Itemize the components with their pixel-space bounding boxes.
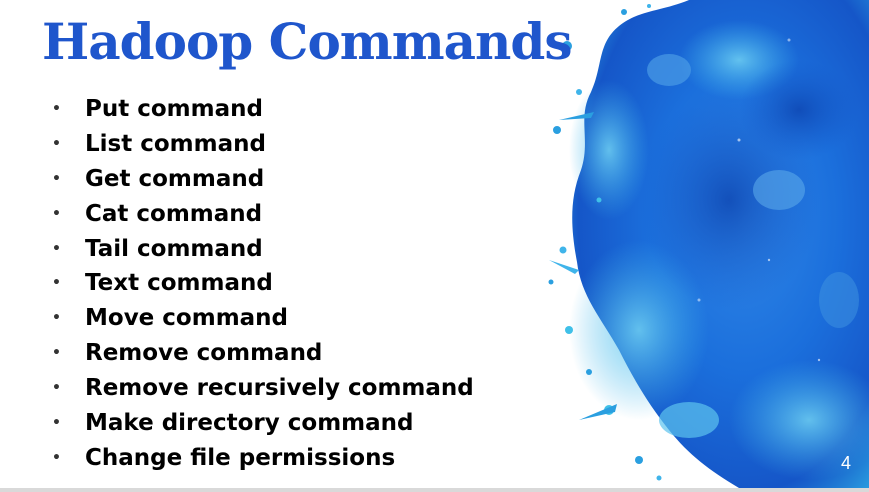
bullet-icon: • xyxy=(52,170,61,187)
watercolor-splash-decoration xyxy=(548,0,869,488)
list-item-text: Put command xyxy=(85,96,263,122)
bullet-icon: • xyxy=(52,101,61,117)
list-item-text: Remove recursively command xyxy=(85,375,474,402)
list-item: • List command xyxy=(52,127,474,162)
list-item-text: Move command xyxy=(85,305,289,332)
list-item-text: Remove command xyxy=(85,340,323,367)
list-item-text: List command xyxy=(85,130,266,157)
list-item-text: Get command xyxy=(85,165,265,192)
list-item: • Put command xyxy=(52,92,474,127)
bullet-icon: • xyxy=(52,449,61,466)
bullet-icon: • xyxy=(52,380,61,397)
list-item-text: Tail command xyxy=(85,235,263,262)
list-item: • Change file permissions xyxy=(52,441,474,476)
list-item: • Remove recursively command xyxy=(52,371,474,406)
list-item-text: Cat command xyxy=(85,200,263,227)
bullet-icon: • xyxy=(52,135,61,152)
list-item: • Remove command xyxy=(52,336,474,371)
bullet-icon: • xyxy=(52,275,61,292)
list-item: • Make directory command xyxy=(52,406,474,441)
list-item-text: Make directory command xyxy=(85,410,414,437)
bullet-icon: • xyxy=(52,240,61,257)
bullet-icon: • xyxy=(52,345,61,362)
slide-title: Hadoop Commands xyxy=(42,12,572,71)
page-number: 4 xyxy=(840,453,851,473)
list-item-text: Change file permissions xyxy=(85,444,396,471)
list-item: • Tail command xyxy=(52,232,474,267)
bullet-icon: • xyxy=(52,310,61,327)
list-item: • Move command xyxy=(52,301,474,336)
bullet-list: • Put command • List command • Get command … xyxy=(52,92,474,476)
bullet-icon: • xyxy=(52,205,61,222)
list-item: • Get command xyxy=(52,162,474,197)
list-item-text: Text command xyxy=(85,270,273,297)
bullet-icon: • xyxy=(52,415,61,432)
list-item: • Text command xyxy=(52,266,474,301)
list-item: • Cat command xyxy=(52,197,474,232)
